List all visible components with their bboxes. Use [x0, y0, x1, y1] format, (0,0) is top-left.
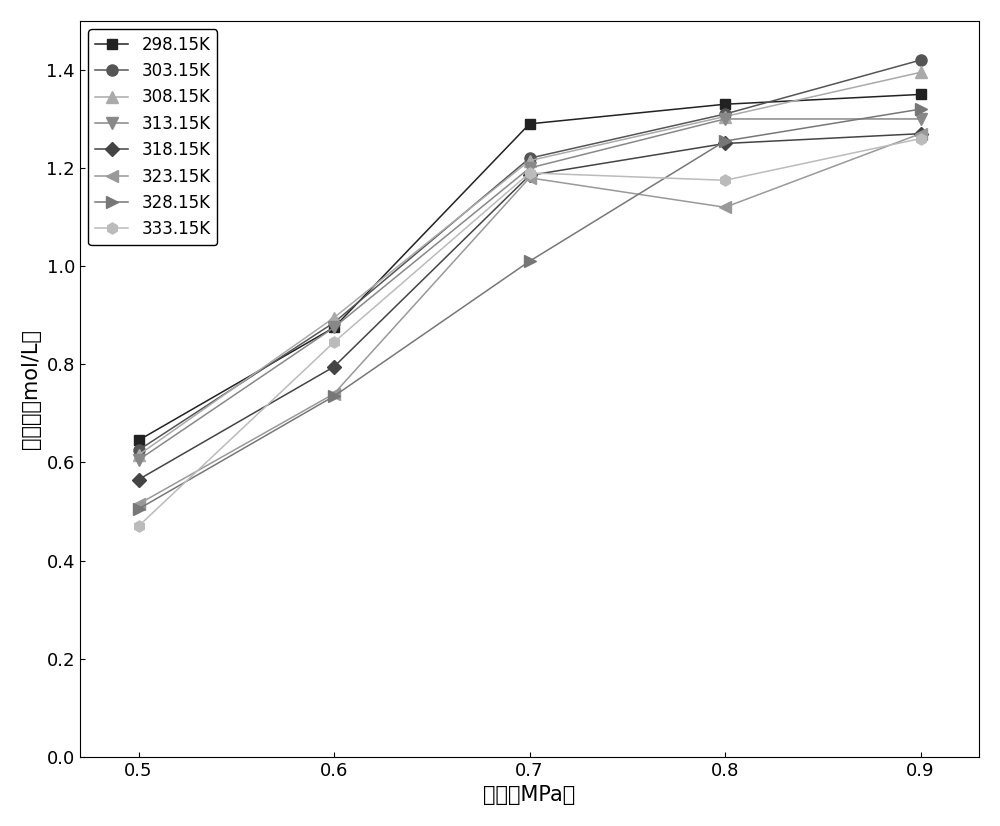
303.15K — [133, 445, 145, 455]
333.15K — [719, 175, 731, 185]
298.15K — [328, 322, 340, 332]
Line: 313.15K: 313.15K — [133, 113, 926, 466]
Line: 303.15K: 303.15K — [133, 55, 926, 456]
308.15K — [524, 156, 536, 166]
Line: 323.15K: 323.15K — [133, 128, 926, 510]
308.15K — [915, 68, 927, 78]
318.15K — [524, 170, 536, 180]
298.15K — [915, 89, 927, 99]
Legend: 298.15K, 303.15K, 308.15K, 313.15K, 318.15K, 323.15K, 328.15K, 333.15K: 298.15K, 303.15K, 308.15K, 313.15K, 318.… — [88, 29, 217, 244]
323.15K — [524, 173, 536, 183]
303.15K — [915, 55, 927, 65]
328.15K — [133, 504, 145, 514]
313.15K — [719, 114, 731, 124]
318.15K — [133, 475, 145, 485]
308.15K — [719, 112, 731, 121]
303.15K — [719, 109, 731, 119]
333.15K — [524, 168, 536, 178]
303.15K — [328, 318, 340, 328]
313.15K — [328, 322, 340, 332]
298.15K — [719, 99, 731, 109]
318.15K — [719, 139, 731, 149]
Line: 328.15K: 328.15K — [133, 103, 926, 515]
333.15K — [328, 337, 340, 347]
333.15K — [133, 521, 145, 531]
328.15K — [524, 256, 536, 266]
Line: 308.15K: 308.15K — [133, 67, 926, 461]
313.15K — [133, 455, 145, 465]
303.15K — [524, 154, 536, 164]
333.15K — [915, 134, 927, 144]
318.15K — [915, 129, 927, 139]
Line: 298.15K: 298.15K — [134, 89, 925, 445]
313.15K — [915, 114, 927, 124]
Line: 318.15K: 318.15K — [134, 129, 925, 484]
323.15K — [328, 389, 340, 399]
328.15K — [719, 136, 731, 146]
323.15K — [719, 202, 731, 212]
308.15K — [133, 450, 145, 460]
298.15K — [133, 435, 145, 445]
323.15K — [133, 499, 145, 509]
X-axis label: 分压（MPa）: 分压（MPa） — [483, 786, 576, 805]
323.15K — [915, 129, 927, 139]
Line: 333.15K: 333.15K — [133, 133, 926, 532]
328.15K — [328, 392, 340, 401]
328.15K — [915, 104, 927, 114]
313.15K — [524, 163, 536, 173]
298.15K — [524, 119, 536, 129]
Y-axis label: 吸收量（mol/L）: 吸收量（mol/L） — [21, 329, 41, 449]
318.15K — [328, 362, 340, 372]
308.15K — [328, 313, 340, 323]
